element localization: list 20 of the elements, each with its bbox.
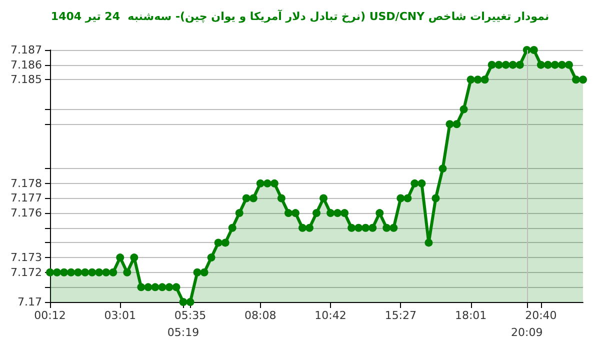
x-tick-label: 20:09 <box>511 326 543 339</box>
y-tick-label: 7.178 <box>10 176 42 190</box>
x-tick-label: 08:08 <box>244 309 276 322</box>
x-tick-label: 18:01 <box>454 309 487 322</box>
y-tick-label: 7.187 <box>10 44 42 56</box>
y-tick-label: 7.186 <box>10 58 42 72</box>
chart-title: نمودار تغییرات شاخص USD/CNY (نرخ تبادل دلار آمریکا و یوان چین)- سه‌شنبه 24 تیر 1404 <box>50 9 550 23</box>
y-tick-label: 7.17 <box>18 296 42 308</box>
x-tick-label: 15:27 <box>384 309 417 322</box>
x-tick-label: 03:01 <box>104 309 136 322</box>
x-tick-label: 00:12 <box>34 309 66 322</box>
y-tick-label: 7.176 <box>10 206 42 220</box>
y-tick-label: 7.172 <box>10 266 42 279</box>
y-tick-label: 7.177 <box>10 192 42 205</box>
y-tick-label: 7.185 <box>10 73 42 86</box>
x-tick-label: 05:19 <box>167 326 200 339</box>
x-tick-label: 10:42 <box>314 309 346 322</box>
y-tick-label: 7.173 <box>10 251 42 264</box>
x-tick-label: 05:35 <box>174 309 206 322</box>
x-tick-label: 20:40 <box>525 309 557 322</box>
